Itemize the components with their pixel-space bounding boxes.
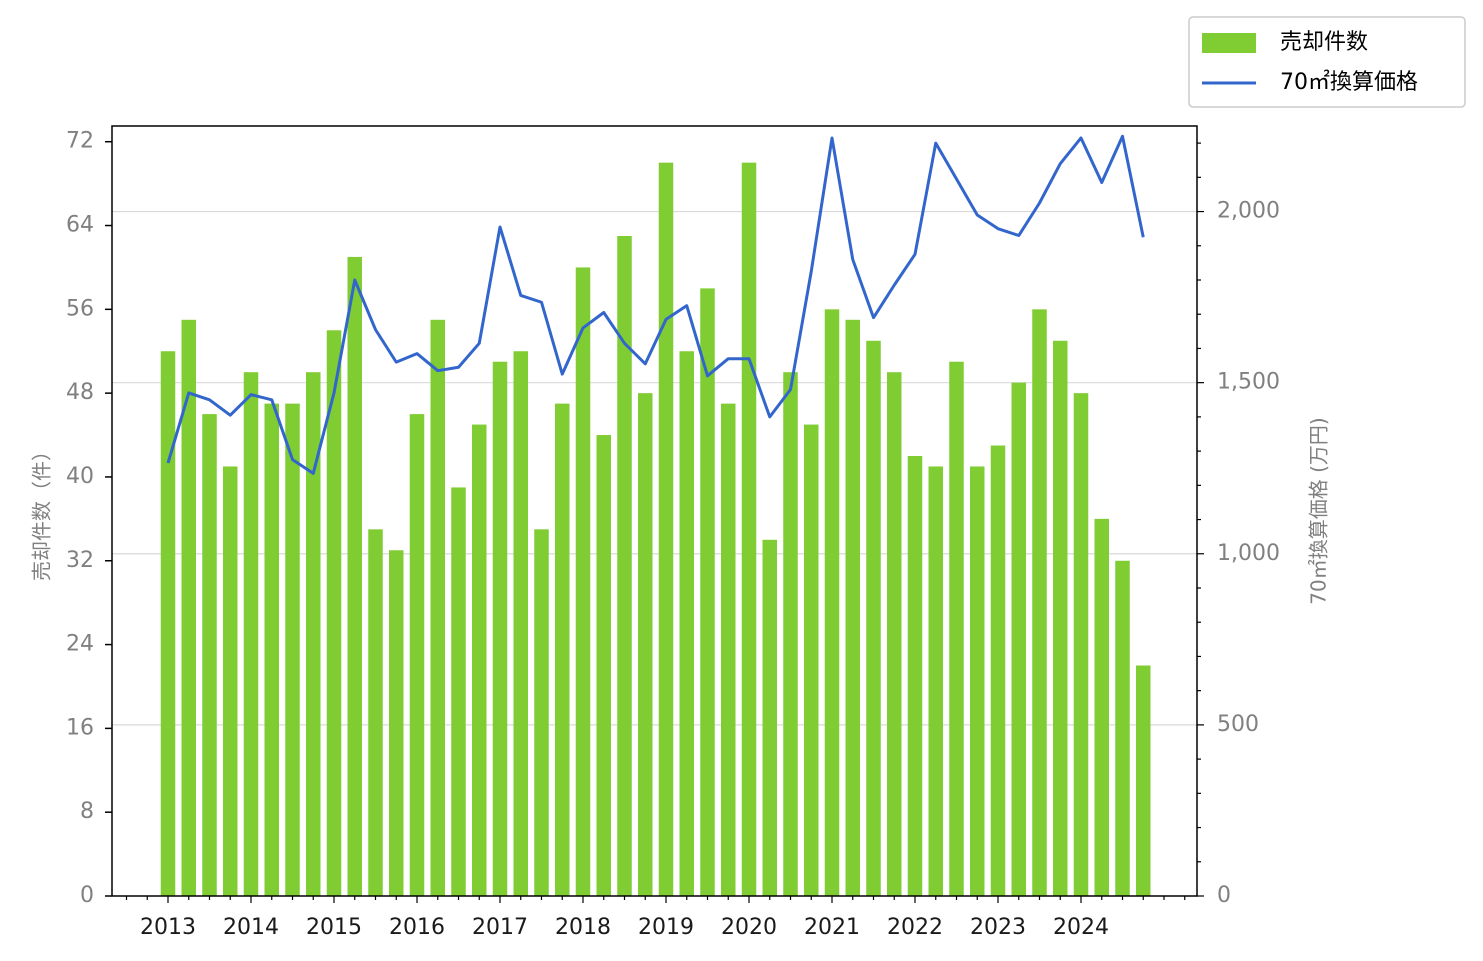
bar [285, 403, 300, 896]
legend-label-bar: 売却件数 [1280, 30, 1368, 55]
left-tick-label: 64 [66, 213, 94, 238]
bar [555, 403, 570, 896]
bar [575, 267, 591, 896]
right-tick-label: 2,000 [1217, 199, 1280, 224]
left-axis-label: 売却件数（件） [30, 441, 54, 581]
right-tick-label: 500 [1217, 712, 1259, 737]
bar [326, 330, 342, 896]
bar [762, 539, 777, 896]
left-tick-label: 8 [80, 799, 94, 824]
x-tick-label: 2021 [804, 915, 860, 940]
bar [970, 466, 985, 896]
left-tick-label: 40 [66, 464, 94, 489]
bar [700, 288, 715, 896]
axes [111, 125, 1198, 897]
legend: 売却件数 70㎡換算価格 [1188, 16, 1466, 108]
bar [264, 403, 279, 896]
right-tick-label: 1,000 [1217, 541, 1280, 566]
bar [1136, 665, 1151, 896]
bar [824, 309, 840, 896]
x-tick-label: 2020 [721, 915, 777, 940]
bar [928, 466, 943, 896]
bar [638, 393, 653, 896]
bar [243, 372, 259, 896]
bar [907, 456, 923, 896]
legend-label-line: 70㎡換算価格 [1280, 69, 1418, 95]
left-tick-label: 32 [66, 548, 94, 573]
bar [181, 319, 196, 896]
x-tick-label: 2023 [970, 915, 1026, 940]
x-tick-label: 2016 [389, 915, 445, 940]
left-tick-label: 16 [66, 715, 94, 740]
x-tick-label: 2024 [1053, 915, 1109, 940]
price-line [166, 134, 1145, 475]
bar [679, 351, 694, 896]
bar [513, 351, 528, 896]
bar [617, 236, 632, 896]
left-tick-label: 56 [66, 296, 94, 321]
bar [596, 435, 611, 896]
x-tick-label: 2019 [638, 915, 694, 940]
bar [451, 487, 466, 896]
bar [845, 319, 860, 896]
left-axis-ticks: 0 8 16 24 32 40 48 56 64 72 [66, 129, 112, 908]
right-tick-label: 0 [1217, 883, 1231, 908]
bar-series [160, 162, 1151, 897]
bar [389, 550, 404, 896]
bar [1053, 340, 1068, 896]
bar [202, 414, 217, 896]
right-tick-label: 1,500 [1217, 370, 1280, 395]
x-tick-label: 2022 [887, 915, 943, 940]
bar [990, 445, 1006, 896]
bar [534, 529, 549, 896]
bar [492, 361, 508, 896]
bar [306, 372, 321, 896]
right-axis-ticks: 0 500 1,000 1,500 2,000 [1197, 142, 1280, 908]
bar [658, 162, 674, 896]
bar [223, 466, 238, 896]
x-axis-ticks: 2013 2014 2015 2016 2017 2018 2019 2020 2021 2022… [125, 896, 1186, 940]
bar [472, 424, 487, 896]
left-tick-label: 24 [66, 632, 94, 657]
x-tick-label: 2013 [140, 915, 196, 940]
legend-swatch-bar [1202, 33, 1256, 53]
legend-box [1188, 16, 1466, 108]
bar [409, 414, 425, 896]
bar [430, 319, 445, 896]
bar [721, 403, 736, 896]
bar [160, 351, 176, 896]
line-series [166, 134, 1145, 475]
x-tick-label: 2018 [555, 915, 611, 940]
x-tick-label: 2017 [472, 915, 528, 940]
left-tick-label: 72 [66, 129, 94, 154]
bar [347, 256, 362, 896]
bar [1073, 393, 1089, 896]
bar [1094, 518, 1109, 896]
bar [1115, 560, 1130, 896]
x-tick-label: 2014 [223, 915, 279, 940]
bar [887, 372, 902, 896]
bar [783, 372, 798, 896]
bar [1011, 382, 1026, 897]
bar [741, 162, 757, 896]
left-tick-label: 48 [66, 380, 94, 405]
bar [949, 361, 964, 896]
bar [368, 529, 383, 896]
bar [866, 340, 881, 896]
plot-frame [111, 125, 1198, 897]
left-tick-label: 0 [80, 883, 94, 908]
x-tick-label: 2015 [306, 915, 362, 940]
right-axis-label: 70㎡換算価格 (万円) [1307, 417, 1331, 604]
bar [1032, 309, 1047, 896]
bar [804, 424, 819, 896]
